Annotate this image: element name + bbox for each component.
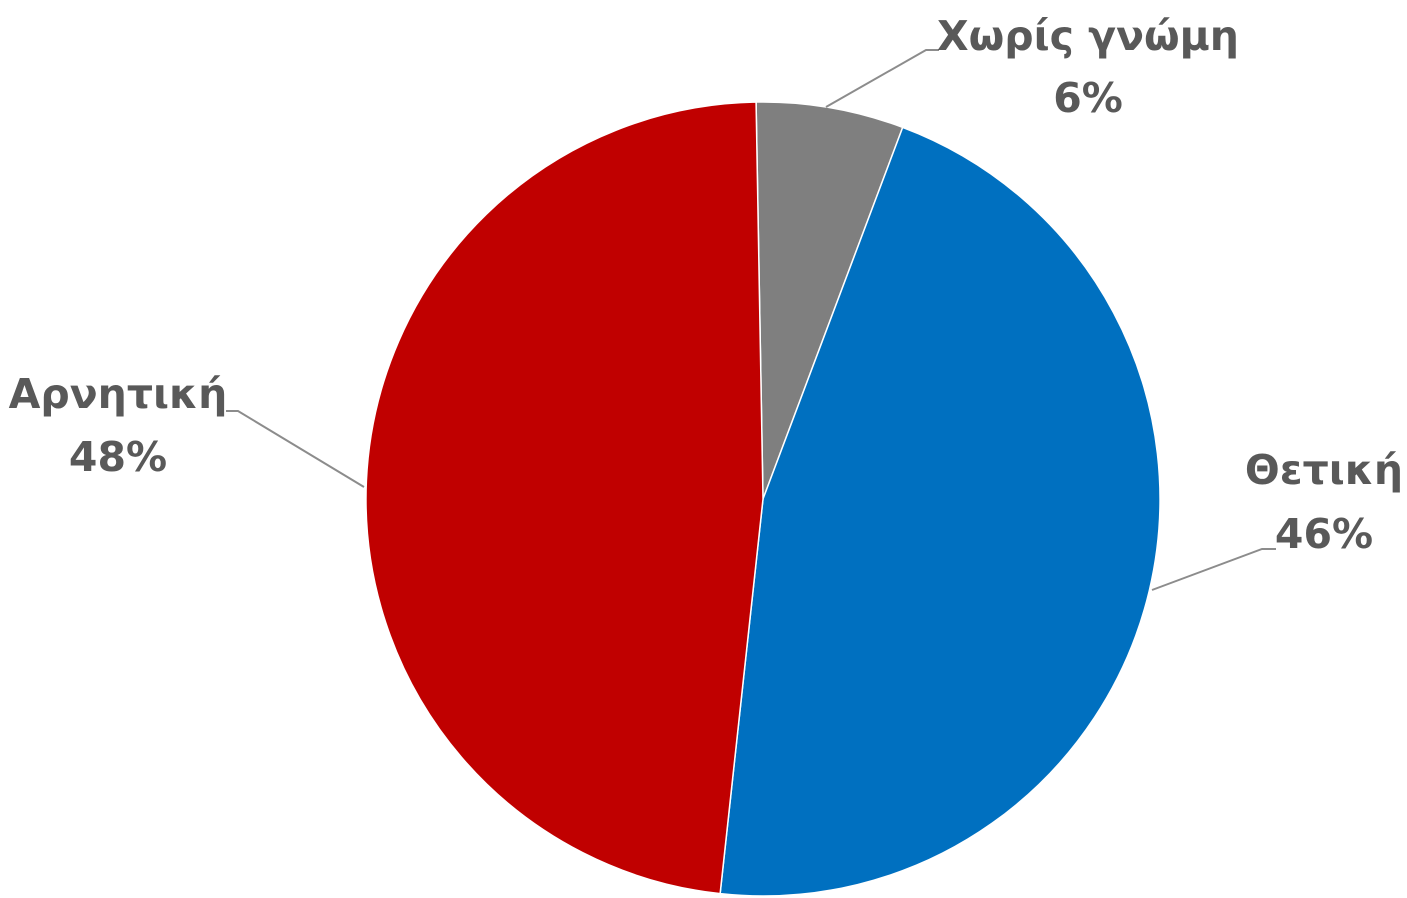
slice-labels: Χωρίς γνώμη 6% Θετική 46% Αρνητική 48% — [9, 12, 1403, 558]
slice-name-label: Χωρίς γνώμη — [937, 12, 1239, 60]
slice-value-label: 46% — [1275, 510, 1373, 558]
slice-value-label: 6% — [1053, 74, 1123, 122]
slices-layer — [365, 101, 1161, 897]
pie-slice-1 — [755, 101, 904, 500]
pie-slice-3 — [365, 101, 764, 895]
leader-line-3 — [226, 410, 365, 488]
slice-name-label: Θετική — [1245, 446, 1403, 494]
leader-lines — [226, 49, 1276, 591]
leader-line-2 — [1151, 548, 1276, 591]
leader-line-1 — [825, 49, 939, 108]
slice-value-label: 48% — [69, 433, 167, 481]
slice-name-label: Αρνητική — [9, 370, 228, 418]
pie-slice-2 — [719, 126, 1161, 897]
